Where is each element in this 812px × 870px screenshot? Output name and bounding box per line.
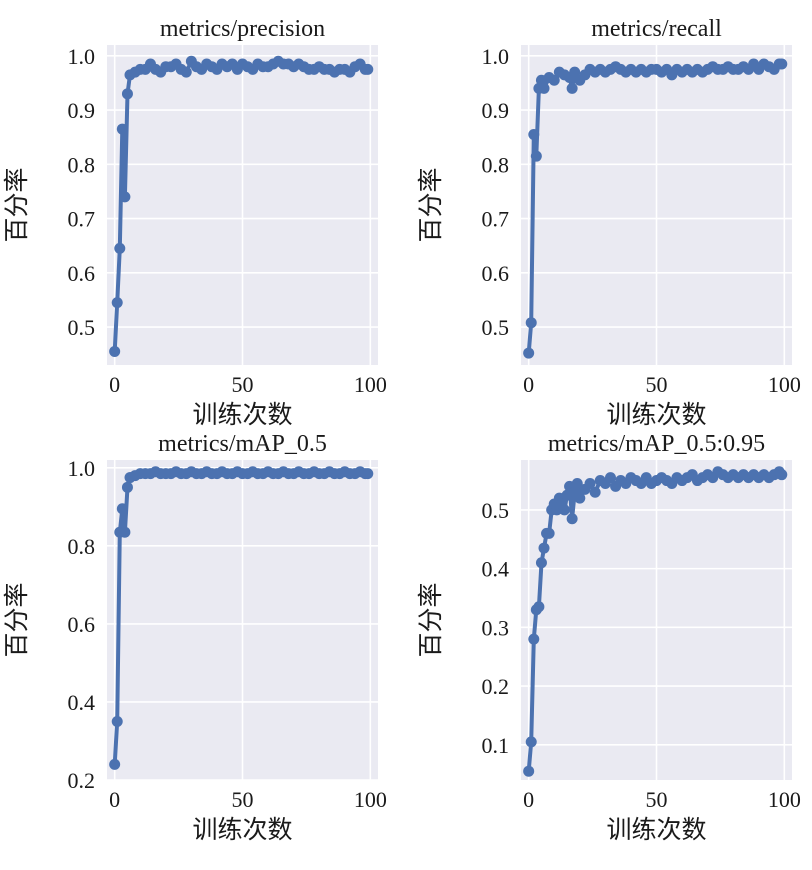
y-tick-label: 0.6 xyxy=(482,261,510,286)
x-tick-label: 0 xyxy=(523,787,534,812)
data-point xyxy=(535,557,547,569)
y-tick-label: 0.8 xyxy=(482,152,510,177)
data-point xyxy=(523,347,535,359)
chart-title: metrics/mAP_0.5 xyxy=(158,431,327,457)
x-tick-label: 100 xyxy=(768,372,801,397)
y-tick-label: 0.7 xyxy=(68,207,96,232)
y-tick-label: 1.0 xyxy=(482,44,510,69)
x-axis-label: 训练次数 xyxy=(192,401,292,429)
y-tick-label: 0.9 xyxy=(482,98,510,123)
x-tick-label: 0 xyxy=(109,787,120,812)
x-tick-label: 0 xyxy=(523,372,534,397)
data-point xyxy=(119,191,131,203)
y-tick-label: 0.6 xyxy=(68,612,96,637)
data-point xyxy=(116,503,128,515)
chart-title: metrics/mAP_0.5:0.95 xyxy=(548,431,765,457)
data-point xyxy=(114,242,126,254)
y-tick-label: 0.7 xyxy=(482,207,510,232)
data-point xyxy=(109,345,121,357)
y-tick-label: 0.5 xyxy=(482,498,510,523)
y-tick-label: 0.3 xyxy=(482,615,510,640)
data-point xyxy=(121,481,133,493)
chart-panel-4: metrics/mAP_0.5:0.95 0 50 100 0.1 0.2 0.3 0.4 0.… xyxy=(417,431,801,844)
y-tick-label: 1.0 xyxy=(68,44,96,69)
data-point xyxy=(533,601,545,613)
data-point xyxy=(180,66,192,78)
y-tick-label: 1.0 xyxy=(68,456,96,481)
x-tick-label: 100 xyxy=(768,787,801,812)
y-axis-label: 百分率 xyxy=(417,167,445,242)
chart-title: metrics/precision xyxy=(160,16,325,42)
y-tick-label: 0.5 xyxy=(482,315,510,340)
x-axis-label: 训练次数 xyxy=(606,401,706,429)
x-tick-label: 50 xyxy=(646,372,668,397)
data-point xyxy=(528,633,540,645)
data-point xyxy=(776,469,788,481)
x-tick-label: 50 xyxy=(232,787,254,812)
chart-title: metrics/recall xyxy=(591,16,722,42)
y-tick-label: 0.2 xyxy=(68,768,96,793)
chart-panel-1: metrics/precision 0 50 100 0.5 0.6 0.7 0.8 0.9 1.… xyxy=(3,16,387,429)
data-point xyxy=(548,74,560,86)
data-point xyxy=(538,542,550,554)
y-tick-label: 0.6 xyxy=(68,261,96,286)
y-axis-label: 百分率 xyxy=(3,582,31,657)
data-point xyxy=(525,736,537,748)
x-axis-label: 训练次数 xyxy=(606,816,706,844)
y-tick-label: 0.4 xyxy=(482,557,510,582)
data-point xyxy=(362,468,374,480)
y-axis-label: 百分率 xyxy=(3,167,31,242)
data-point xyxy=(538,82,550,94)
x-tick-label: 50 xyxy=(232,372,254,397)
data-point xyxy=(116,123,128,135)
data-point xyxy=(584,477,596,489)
x-tick-label: 50 xyxy=(646,787,668,812)
data-point xyxy=(543,527,555,539)
data-point xyxy=(119,526,131,538)
data-point xyxy=(111,715,123,727)
y-tick-label: 0.2 xyxy=(482,674,510,699)
data-point xyxy=(571,477,583,489)
x-tick-label: 100 xyxy=(354,787,387,812)
data-point xyxy=(525,317,537,329)
data-point xyxy=(776,58,788,70)
y-tick-label: 0.8 xyxy=(68,534,96,559)
x-axis-label: 训练次数 xyxy=(192,816,292,844)
data-point xyxy=(558,504,570,516)
data-point xyxy=(111,297,123,309)
data-point xyxy=(604,472,616,484)
chart-panel-2: metrics/recall 0 50 100 0.5 0.6 0.7 0.8 0.9 1.0 训练… xyxy=(417,16,801,429)
data-point xyxy=(569,66,581,78)
y-tick-label: 0.8 xyxy=(68,152,96,177)
chart-panel-3: metrics/mAP_0.5 0 50 100 0.2 0.4 0.6 0.8 1.0 训练次数… xyxy=(3,431,387,844)
x-tick-label: 100 xyxy=(354,372,387,397)
y-tick-label: 0.1 xyxy=(482,733,510,758)
y-axis-label: 百分率 xyxy=(417,582,445,657)
y-tick-label: 0.9 xyxy=(68,98,96,123)
data-point xyxy=(528,128,540,140)
y-tick-label: 0.4 xyxy=(68,690,96,715)
y-tick-label: 0.5 xyxy=(68,315,96,340)
data-point xyxy=(523,765,535,777)
data-point xyxy=(566,513,578,525)
data-point xyxy=(589,486,601,498)
data-point xyxy=(121,88,133,100)
data-point xyxy=(566,82,578,94)
data-point xyxy=(574,492,586,504)
data-point xyxy=(362,63,374,75)
x-tick-label: 0 xyxy=(109,372,120,397)
data-point xyxy=(530,150,542,162)
data-point xyxy=(109,758,121,770)
